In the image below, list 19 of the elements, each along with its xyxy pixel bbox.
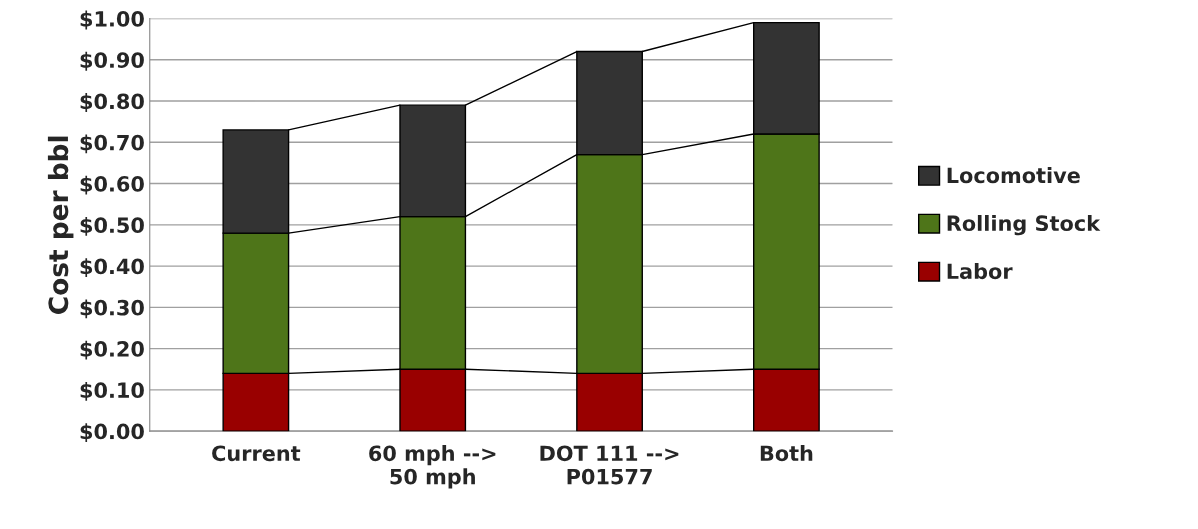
y-axis-title: Cost per bbl [47, 136, 74, 314]
y-tick-label: $0.30 [80, 299, 144, 319]
y-tick-label: $0.40 [80, 258, 144, 278]
x-tick-label: Both [760, 445, 813, 462]
y-tick-label: $0.50 [80, 216, 144, 236]
legend-label: Locomotive [947, 167, 1080, 184]
y-tick-label: $1.00 [80, 10, 144, 30]
y-tick-label: $0.00 [80, 423, 144, 443]
x-tick-label: DOT 111 --> P01577 [540, 445, 679, 485]
y-tick-label: $0.10 [80, 381, 144, 401]
y-tick-label: $0.20 [80, 340, 144, 360]
y-tick-label: $0.70 [80, 134, 144, 154]
x-tick-label: 60 mph --> 50 mph [369, 445, 496, 489]
y-tick-label: $0.60 [80, 175, 144, 195]
x-tick-label: Current [212, 445, 301, 462]
legend-label: Labor [947, 263, 1013, 280]
y-tick-label: $0.90 [80, 51, 144, 71]
legend-label: Rolling Stock [947, 214, 1101, 236]
y-tick-label: $0.80 [80, 93, 144, 113]
